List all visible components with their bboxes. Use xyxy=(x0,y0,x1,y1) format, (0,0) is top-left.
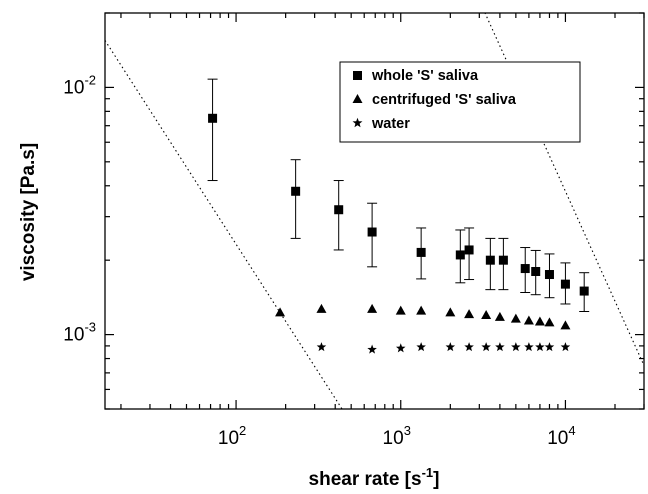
y-tick-label-exponent: -3 xyxy=(84,320,96,335)
y-tick-label: 10-3 xyxy=(63,320,96,346)
whole-saliva-point xyxy=(560,279,570,289)
whole-saliva-point xyxy=(334,205,344,215)
whole-saliva-point xyxy=(208,113,218,123)
x-tick-label-exponent: 4 xyxy=(568,423,575,438)
whole-saliva-point xyxy=(485,255,495,265)
water-point xyxy=(416,342,426,352)
whole-saliva-point xyxy=(455,250,465,260)
whole-saliva-point xyxy=(291,186,301,196)
whole-saliva-point xyxy=(531,266,541,276)
x-axis-label-exponent: -1 xyxy=(422,465,434,480)
centrifuged-saliva-point xyxy=(481,310,492,320)
reference-line-1 xyxy=(105,40,343,409)
axis-ticks xyxy=(105,12,645,410)
water-point xyxy=(367,344,377,354)
centrifuged-saliva-point xyxy=(523,315,534,325)
y-tick-label-base: 10 xyxy=(63,77,84,98)
y-tick-label-exponent: -2 xyxy=(84,72,96,87)
centrifuged-saliva-point xyxy=(464,309,475,319)
legend-item-centrifuged-saliva: centrifuged 'S' saliva xyxy=(352,92,517,108)
legend-box xyxy=(339,61,581,143)
water-point xyxy=(316,342,327,352)
whole-saliva-point xyxy=(416,247,426,257)
water-point xyxy=(544,342,555,352)
whole-saliva-point xyxy=(579,286,589,296)
legend-item-water: water xyxy=(352,116,410,132)
whole-saliva-point xyxy=(520,264,530,274)
water-point xyxy=(481,342,491,352)
x-axis-label-main: shear rate [s xyxy=(309,469,422,490)
legend: whole 'S' saliva centrifuged 'S' saliva … xyxy=(339,61,581,143)
x-tick-label-exponent: 2 xyxy=(239,423,246,438)
water-point xyxy=(511,342,521,352)
whole-saliva-point xyxy=(498,255,508,265)
x-axis-label-tail: ] xyxy=(433,469,439,490)
x-tick-label-base: 10 xyxy=(218,428,239,449)
centrifuged-saliva-point xyxy=(510,313,521,323)
x-tick-label-exponent: 3 xyxy=(404,423,411,438)
water-point xyxy=(535,342,545,352)
centrifuged-saliva-point xyxy=(534,316,545,326)
centrifuged-saliva-point xyxy=(560,320,571,330)
y-tick-label: 10-2 xyxy=(63,72,96,98)
legend-square-marker xyxy=(353,71,362,80)
water-point xyxy=(524,342,534,352)
x-axis-label: shear rate [s-1] xyxy=(309,465,440,490)
y-axis-label: viscosity [Pa.s] xyxy=(18,143,39,281)
centrifuged-saliva-point xyxy=(445,307,456,317)
x-tick-label-base: 10 xyxy=(383,428,404,449)
water-point xyxy=(464,342,474,352)
whole-saliva-point xyxy=(544,270,554,280)
x-tick-label: 104 xyxy=(547,423,575,449)
legend-item-whole-saliva: whole 'S' saliva xyxy=(353,68,479,84)
x-tick-label: 103 xyxy=(383,423,411,449)
reference-lines xyxy=(105,13,644,409)
x-tick-labels: 102 103 104 xyxy=(218,423,576,449)
whole-saliva-point xyxy=(367,227,377,237)
x-tick-label-base: 10 xyxy=(547,428,568,449)
x-tick-label: 102 xyxy=(218,423,246,449)
centrifuged-saliva-point xyxy=(494,311,505,321)
centrifuged-saliva-point xyxy=(316,303,327,313)
plot-frame xyxy=(104,12,645,410)
y-tick-labels: 10-310-2 xyxy=(63,72,96,345)
legend-star-marker xyxy=(352,117,363,128)
water-point xyxy=(445,342,456,352)
y-tick-label-base: 10 xyxy=(63,325,84,346)
data-markers xyxy=(208,113,589,354)
centrifuged-saliva-point xyxy=(395,305,406,315)
water-point xyxy=(560,342,571,352)
centrifuged-saliva-point xyxy=(544,317,555,327)
legend-label-centrifuged-saliva: centrifuged 'S' saliva xyxy=(372,92,517,108)
whole-saliva-point xyxy=(464,245,474,255)
water-point xyxy=(395,343,406,353)
centrifuged-saliva-point xyxy=(275,307,286,317)
centrifuged-saliva-point xyxy=(416,305,427,315)
centrifuged-saliva-point xyxy=(367,303,378,313)
reference-line-2 xyxy=(484,13,644,366)
legend-triangle-marker xyxy=(352,94,363,103)
legend-label-whole-saliva: whole 'S' saliva xyxy=(371,68,479,84)
water-point xyxy=(495,342,505,352)
legend-label-water: water xyxy=(371,116,410,132)
